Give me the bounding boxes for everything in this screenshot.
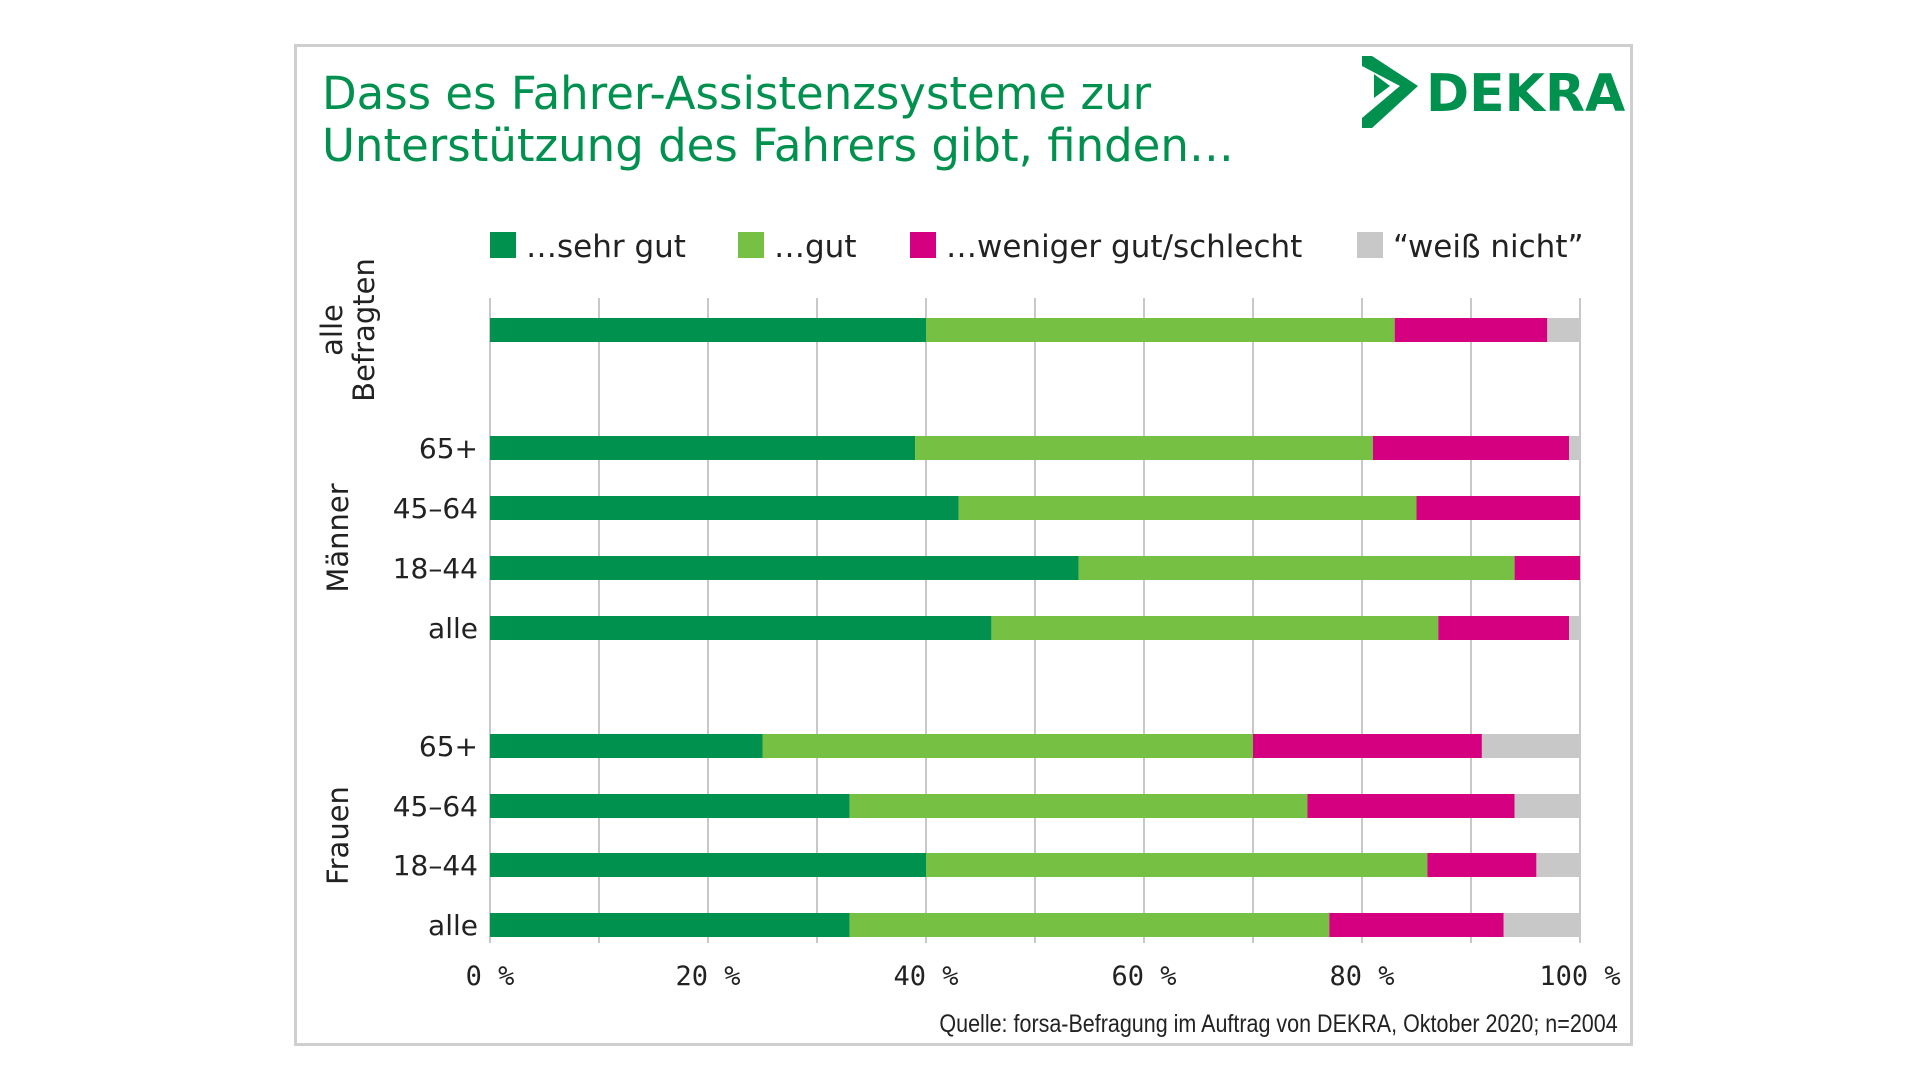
legend-label: …weniger gut/schlecht <box>946 229 1302 265</box>
group-label: Männer <box>321 483 355 592</box>
bar-segment <box>1569 616 1580 640</box>
bar-segment <box>490 436 916 460</box>
bar-segment <box>490 616 992 640</box>
x-tick-labels: 0 % 20 % 40 % 60 % 80 % 100 % <box>466 961 1621 992</box>
chart-frame <box>294 44 1633 1046</box>
dekra-logo-icon <box>1362 56 1418 128</box>
chart-title-line-2: Unterstützung des Fahrers gibt, finden… <box>322 119 1234 172</box>
bar-segment <box>1547 318 1580 342</box>
row-label: 65+ <box>419 432 478 465</box>
bar-segment <box>1253 734 1482 758</box>
chart-title: Dass es Fahrer-Assistenzsysteme zur Unte… <box>322 68 1234 172</box>
group-label-line: Befragten <box>347 258 381 402</box>
legend-swatch <box>738 232 764 258</box>
dekra-logo-text: DEKRA <box>1426 64 1625 124</box>
dekra-logo: DEKRA <box>1362 56 1625 128</box>
legend-swatch <box>910 232 936 258</box>
group-label: alleBefragten <box>315 258 381 402</box>
bar-segment <box>849 794 1308 818</box>
row-label: 45–64 <box>393 492 478 525</box>
bars <box>490 318 1580 937</box>
x-tick-label: 40 % <box>893 961 958 992</box>
bar-segment <box>926 853 1428 877</box>
bar-segment <box>1514 556 1580 580</box>
bar-segment <box>1416 496 1580 520</box>
legend-swatch <box>490 232 516 258</box>
row-label: 65+ <box>419 730 478 763</box>
bar-segment <box>490 853 926 877</box>
bar-segment <box>1078 556 1515 580</box>
bar-segment <box>1372 436 1570 460</box>
bar-segment <box>490 556 1079 580</box>
bar-segment <box>490 913 850 937</box>
bar-segment <box>1536 853 1580 877</box>
x-tick-label: 20 % <box>675 961 740 992</box>
bar-segment <box>849 913 1330 937</box>
bar-segment <box>490 794 850 818</box>
bar-segment <box>958 496 1417 520</box>
x-tick-label: 0 % <box>466 961 515 992</box>
x-tick-label: 100 % <box>1539 961 1620 992</box>
group-label-line: Frauen <box>321 786 355 885</box>
legend-label: “weiß nicht” <box>1393 229 1584 265</box>
legend-swatch <box>1357 232 1383 258</box>
group-labels: alleBefragten Männer Frauen <box>315 258 381 885</box>
bar-segment <box>1427 853 1537 877</box>
group-label: Frauen <box>321 786 355 885</box>
bar-segment <box>1569 436 1580 460</box>
bar-segment <box>926 318 1395 342</box>
bar-segment <box>1481 734 1580 758</box>
bar-segment <box>1394 318 1548 342</box>
bar-segment <box>490 496 959 520</box>
x-tick-label: 80 % <box>1329 961 1394 992</box>
bar-segment <box>1514 794 1580 818</box>
group-label-line: Männer <box>321 483 355 592</box>
row-label: 45–64 <box>393 790 478 823</box>
bar-segment <box>1307 794 1515 818</box>
legend-label: …sehr gut <box>526 229 686 265</box>
chart-title-line-1: Dass es Fahrer-Assistenzsysteme zur <box>322 67 1152 120</box>
bar-segment <box>1438 616 1570 640</box>
row-labels: 65+ 45–64 18–44 alle 65+ 45–64 18–44 alle <box>393 432 478 942</box>
bar-segment <box>1329 913 1504 937</box>
row-label: alle <box>428 909 478 942</box>
source-note: Quelle: forsa-Befragung im Auftrag von D… <box>939 1010 1618 1038</box>
row-label: 18–44 <box>393 552 478 585</box>
row-label: alle <box>428 612 478 645</box>
bar-segment <box>915 436 1373 460</box>
group-label-line: alle <box>315 304 349 356</box>
bar-segment <box>762 734 1253 758</box>
legend: …sehr gut …gut …weniger gut/schlecht “weiß … <box>490 229 1584 265</box>
bar-segment <box>490 318 926 342</box>
bar-segment <box>1503 913 1580 937</box>
bar-segment <box>991 616 1439 640</box>
bar-segment <box>490 734 763 758</box>
legend-label: …gut <box>774 229 856 265</box>
x-tick-label: 60 % <box>1111 961 1176 992</box>
dekra-logo-icon-inner <box>1374 74 1390 98</box>
row-label: 18–44 <box>393 849 478 882</box>
